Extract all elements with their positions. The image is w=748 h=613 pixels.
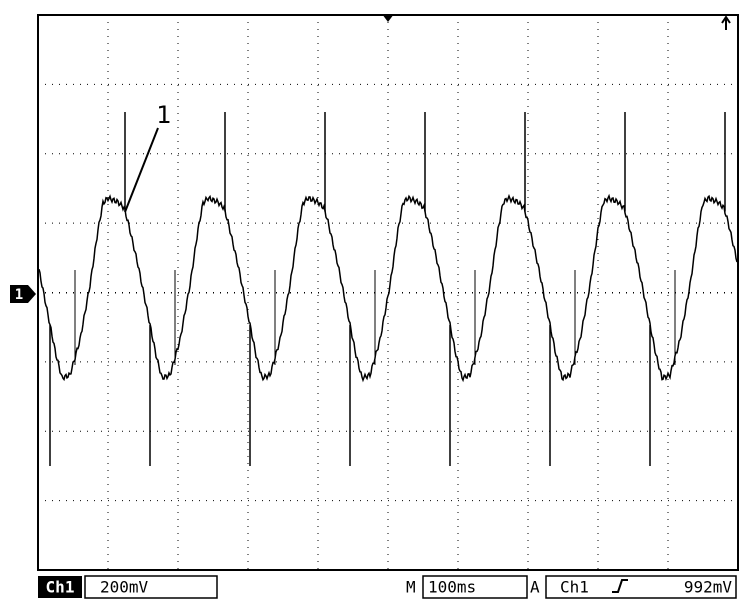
trigger-level: 992mV	[684, 578, 733, 597]
time-per-div: 100ms	[428, 578, 476, 597]
annotation-label: 1	[156, 101, 171, 129]
channel-box	[38, 576, 82, 598]
volts-per-div: 200mV	[100, 578, 149, 597]
channel: Ch1	[46, 578, 75, 597]
trigger-mode: A	[530, 578, 540, 597]
trigger-source: Ch1	[560, 578, 589, 597]
trigger-level-marker	[721, 15, 731, 30]
volts-box	[84, 575, 218, 599]
channel-marker: 1	[15, 287, 23, 303]
channel-marker-box	[10, 285, 28, 303]
graticule	[38, 15, 738, 570]
timebase-prefix: M	[406, 578, 416, 597]
waveform-line	[38, 193, 738, 383]
channel-marker-arrow	[28, 285, 36, 303]
trigger-box	[545, 575, 737, 599]
trigger-position-marker	[382, 14, 394, 22]
time-box	[422, 575, 528, 599]
waveform	[38, 112, 738, 466]
annotation-leader	[124, 127, 159, 213]
trigger-slope	[612, 579, 628, 593]
